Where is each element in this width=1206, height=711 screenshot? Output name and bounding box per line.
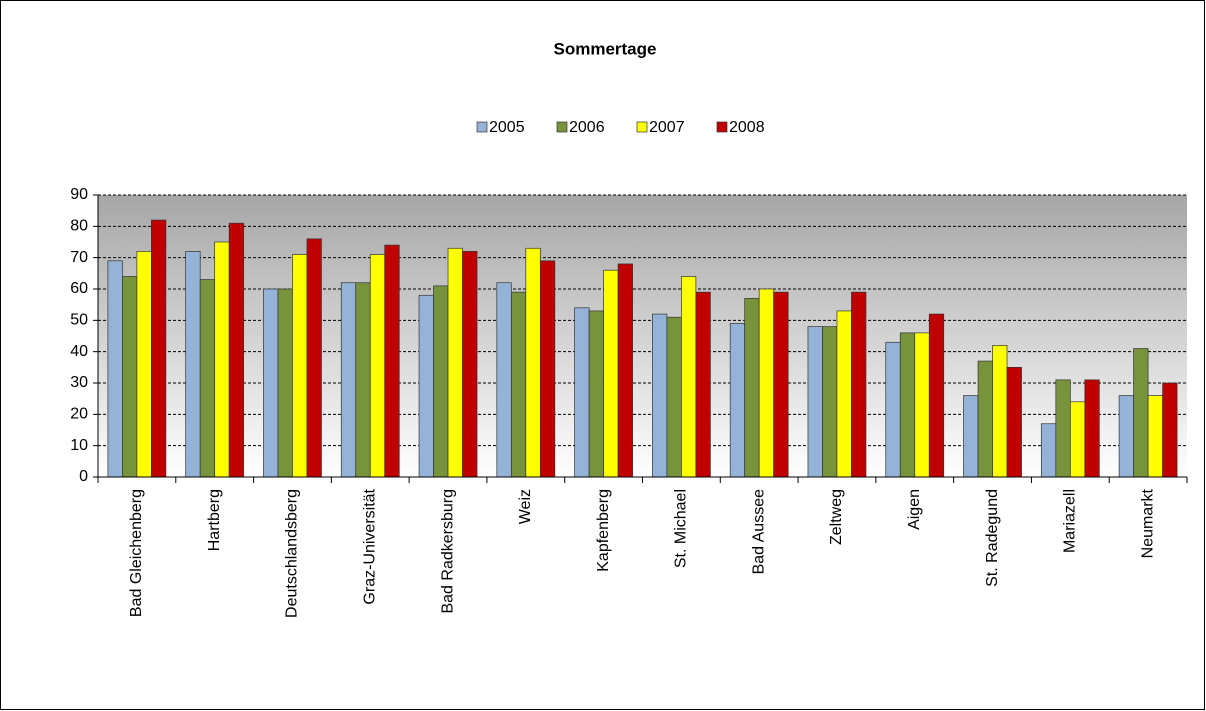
bar <box>603 269 619 478</box>
bar <box>851 291 867 478</box>
bar <box>617 263 633 478</box>
bar <box>652 313 668 478</box>
bar <box>418 294 434 478</box>
bar <box>462 251 478 478</box>
x-tick-label: Zeltweg <box>828 489 845 545</box>
bar <box>822 326 838 478</box>
x-tick-label: Kapfenberg <box>595 489 612 572</box>
bar <box>885 341 901 478</box>
x-tick-label: Neumarkt <box>1139 488 1156 558</box>
y-tick-label: 10 <box>70 437 88 454</box>
bar <box>384 244 400 478</box>
x-tick-label: Bad Aussee <box>750 489 767 575</box>
bar <box>807 326 823 478</box>
y-tick-label: 20 <box>70 406 88 423</box>
bar <box>666 316 682 478</box>
bar <box>836 310 852 478</box>
x-tick-label: St. Michael <box>673 489 690 568</box>
bar <box>1069 401 1086 478</box>
bar <box>588 310 604 478</box>
legend-swatch <box>476 121 488 133</box>
bar <box>928 313 945 478</box>
x-tick-label: Graz-Universität <box>361 488 378 604</box>
legend-swatch <box>716 121 728 133</box>
bar <box>1133 348 1149 478</box>
bar <box>263 288 279 478</box>
bar <box>107 260 123 478</box>
bar <box>539 260 556 478</box>
legend-label: 2005 <box>489 119 525 136</box>
bar <box>306 238 322 478</box>
x-tick-label: Bad Gleichenberg <box>128 489 145 617</box>
bar <box>277 288 293 478</box>
bar <box>340 282 357 478</box>
bar <box>574 307 590 478</box>
legend-label: 2006 <box>569 119 605 136</box>
bar <box>447 247 463 478</box>
bar <box>1055 379 1071 478</box>
bar <box>899 332 916 478</box>
x-tick-label: Hartberg <box>206 489 223 551</box>
y-tick-label: 40 <box>70 343 88 360</box>
y-tick-label: 60 <box>70 280 88 297</box>
legend-label: 2007 <box>649 119 685 136</box>
bar <box>199 279 216 478</box>
bar <box>744 298 760 478</box>
x-tick-label: Weiz <box>517 489 534 524</box>
bar <box>1006 366 1022 478</box>
plot-area <box>98 195 1187 477</box>
legend-label: 2008 <box>729 119 765 136</box>
y-tick-label: 70 <box>70 249 88 266</box>
x-tick-label: Aigen <box>906 489 923 530</box>
x-tick-label: St. Radegund <box>984 489 1001 587</box>
bar <box>1147 395 1163 478</box>
y-tick-label: 0 <box>79 468 88 485</box>
bar <box>136 251 152 478</box>
bar <box>292 254 308 478</box>
x-tick-label: Deutschlandsberg <box>284 489 301 618</box>
bar <box>681 276 697 478</box>
chart-title: Sommertage <box>554 39 657 58</box>
x-tick-label: Bad Radkersburg <box>439 489 456 614</box>
legend-swatch <box>556 121 568 133</box>
bar <box>977 360 993 478</box>
bar <box>992 345 1008 478</box>
bar <box>228 222 245 478</box>
bar <box>1162 382 1178 478</box>
bar <box>369 254 386 478</box>
legend: 2005 2006 2007 2008 <box>476 119 765 136</box>
bar <box>695 291 711 478</box>
bar <box>214 241 230 478</box>
y-tick-label: 80 <box>70 218 88 235</box>
bar <box>122 276 138 478</box>
bar <box>773 291 789 478</box>
bar <box>1084 379 1100 478</box>
y-tick-label: 30 <box>70 374 88 391</box>
bar <box>510 291 527 478</box>
bar <box>496 282 512 478</box>
bar <box>1118 395 1134 478</box>
x-tick-label: Mariazell <box>1062 489 1079 553</box>
legend-swatch <box>636 121 648 133</box>
bar <box>525 247 541 478</box>
bar <box>758 288 775 478</box>
y-tick-label: 50 <box>70 312 88 329</box>
bar <box>185 251 201 478</box>
bar <box>914 332 930 478</box>
y-tick-label: 90 <box>70 186 88 203</box>
bar <box>433 285 449 478</box>
bar <box>355 282 371 478</box>
bar <box>729 323 746 478</box>
bar <box>963 395 979 478</box>
bar <box>151 219 167 478</box>
bar <box>1040 423 1057 478</box>
